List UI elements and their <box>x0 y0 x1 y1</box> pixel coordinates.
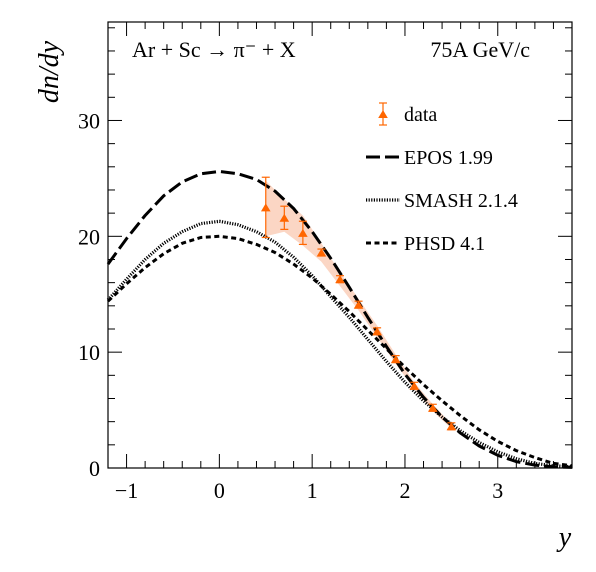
y-tick-label: 10 <box>78 340 100 365</box>
data-point <box>390 355 401 364</box>
model-lines-layer <box>106 169 573 469</box>
axis-ticks-layer <box>108 22 573 469</box>
data-point <box>372 327 382 336</box>
data-point <box>446 422 457 431</box>
legend-entry: data <box>378 102 437 126</box>
legend-label: data <box>404 104 437 126</box>
legend-entry: PHSD 4.1 <box>366 233 485 255</box>
x-tick-label: 0 <box>214 478 225 503</box>
x-tick-label: 1 <box>307 478 318 503</box>
data-point <box>409 381 420 390</box>
data-point <box>335 275 345 284</box>
plot-frame <box>107 21 573 469</box>
x-tick-label: 3 <box>492 478 503 503</box>
data-point <box>298 220 308 246</box>
legend-entry: EPOS 1.99 <box>366 147 493 169</box>
data-marker <box>409 381 420 390</box>
data-marker <box>372 327 382 336</box>
x-axis-title: y <box>556 522 572 553</box>
data-marker <box>428 403 438 412</box>
y-axis-title: dn/dy <box>34 40 65 103</box>
legend-marker <box>378 110 388 118</box>
data-marker <box>335 275 345 284</box>
legend-label: PHSD 4.1 <box>404 233 485 255</box>
series-line-phsd-4-1 <box>106 234 573 468</box>
series-line-epos-1-99 <box>106 169 573 469</box>
y-tick-label: 20 <box>78 224 100 249</box>
series-line-smash-2-1-4 <box>106 219 573 469</box>
data-point <box>316 248 327 257</box>
data-marker <box>260 203 271 212</box>
legend: data EPOS 1.99 SMASH 2.1.4 PHSD 4.1 <box>366 102 518 255</box>
header-energy: 75A GeV/c <box>430 37 530 62</box>
legend-label: SMASH 2.1.4 <box>404 190 518 212</box>
legend-label: EPOS 1.99 <box>404 147 493 169</box>
header-reaction: Ar + Sc → π⁻ + X <box>132 37 296 62</box>
data-marker <box>279 213 290 222</box>
data-point <box>428 403 438 412</box>
data-point <box>353 300 364 309</box>
legend-entry: SMASH 2.1.4 <box>366 190 518 212</box>
data-marker <box>298 228 308 237</box>
data-points-layer <box>260 176 457 431</box>
data-marker <box>316 248 327 257</box>
y-tick-label: 0 <box>89 456 100 481</box>
x-tick-label: 2 <box>399 478 410 503</box>
data-point <box>279 205 290 230</box>
y-tick-label: 30 <box>78 108 100 133</box>
data-marker <box>446 422 457 431</box>
data-point <box>260 176 271 239</box>
data-marker <box>390 355 401 364</box>
x-tick-label: −1 <box>115 478 138 503</box>
data-marker <box>353 300 364 309</box>
